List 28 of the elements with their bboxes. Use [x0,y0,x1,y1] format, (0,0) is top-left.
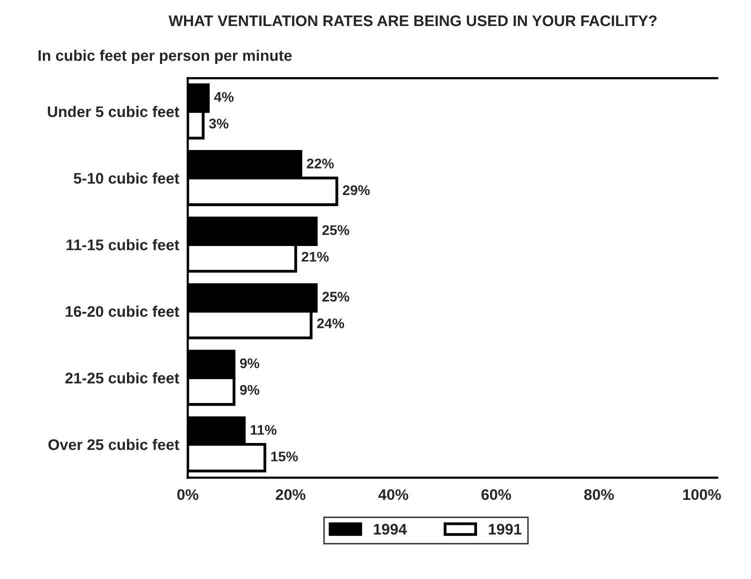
data-label: 9% [240,358,260,368]
legend-label: 1991 [488,524,522,535]
data-label: 25% [322,292,350,302]
x-tick-label: 80% [584,489,614,500]
y-tick-label: Under 5 cubic feet [48,106,180,118]
y-tick-label: 21-25 cubic feet [65,372,180,384]
x-tick-label: 0% [177,489,198,500]
data-label: 15% [271,452,298,462]
chart-subtitle: In cubic feet per person per minute [38,50,292,64]
x-tick-label: 20% [276,489,306,500]
data-label: 24% [317,318,344,328]
y-tick-label: 16-20 cubic feet [66,306,180,317]
data-label: 9% [240,385,260,395]
legend-label: 1994 [374,524,407,535]
data-label: 21% [302,252,329,262]
y-tick-label: Over 25 cubic feet [48,438,180,450]
data-label: 11% [250,424,277,435]
x-tick-label: 60% [481,489,512,500]
data-label: 4% [214,92,234,102]
x-tick-label: 100% [683,489,721,500]
x-tick-label: 40% [378,489,408,500]
y-tick-label: 5-10 cubic feet [74,172,180,184]
y-tick-label: 11-15 cubic feet [66,239,180,250]
data-label: 29% [342,185,370,196]
data-label: 25% [322,225,350,236]
data-label: 22% [306,158,334,168]
chart-title: WHAT VENTILATION RATES ARE BEING USED IN YOUR FACILITY? [168,15,657,26]
data-label: 3% [209,118,228,129]
